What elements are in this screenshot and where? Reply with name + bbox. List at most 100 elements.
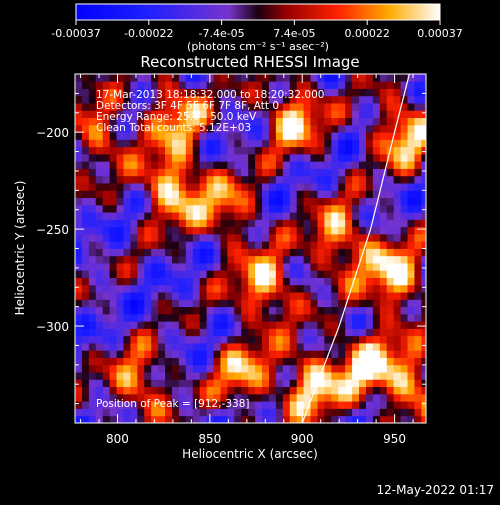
- heatmap-cell: [185, 401, 194, 409]
- heatmap-cell: [109, 117, 117, 126]
- heatmap-cell: [372, 88, 381, 97]
- heatmap-cell: [262, 233, 270, 242]
- heatmap-cell: [289, 190, 298, 198]
- heatmap-cell: [372, 270, 381, 278]
- heatmap-cell: [255, 168, 263, 177]
- heatmap-cell: [88, 124, 97, 133]
- heatmap-cell: [289, 328, 298, 337]
- heatmap-cell: [338, 357, 346, 366]
- heatmap-cell: [255, 139, 263, 148]
- heatmap-cell: [317, 233, 325, 242]
- heatmap-cell: [345, 408, 353, 417]
- heatmap-cell: [102, 401, 111, 409]
- heatmap-cell: [338, 110, 346, 119]
- heatmap-cell: [213, 124, 221, 133]
- heatmap-cell: [241, 321, 249, 329]
- heatmap-cell: [310, 343, 318, 351]
- heatmap-cell: [324, 415, 332, 423]
- heatmap-cell: [158, 183, 166, 191]
- heatmap-cell: [338, 168, 346, 177]
- heatmap-cell: [248, 161, 256, 169]
- heatmap-cell: [220, 212, 228, 220]
- heatmap-cell: [165, 284, 173, 293]
- heatmap-cell: [81, 415, 90, 423]
- heatmap-cell: [241, 146, 249, 155]
- heatmap-cell: [116, 88, 124, 97]
- heatmap-cell: [310, 233, 318, 242]
- heatmap-cell: [102, 350, 111, 358]
- heatmap-cell: [192, 328, 201, 337]
- heatmap-cell: [303, 386, 311, 395]
- heatmap-cell: [331, 190, 339, 198]
- heatmap-cell: [234, 153, 242, 162]
- heatmap-cell: [262, 124, 270, 133]
- heatmap-cell: [421, 190, 426, 198]
- heatmap-cell: [303, 139, 311, 148]
- heatmap-cell: [400, 292, 408, 300]
- heatmap-cell: [95, 313, 104, 322]
- heatmap-cell: [199, 328, 208, 337]
- heatmap-cell: [289, 408, 298, 417]
- heatmap-cell: [338, 263, 346, 271]
- heatmap-cell: [165, 372, 173, 380]
- heatmap-cell: [400, 321, 408, 329]
- heatmap-cell: [296, 328, 305, 337]
- heatmap-cell: [331, 81, 339, 89]
- heatmap-cell: [331, 124, 339, 133]
- heatmap-cell: [178, 335, 187, 344]
- heatmap-cell: [372, 175, 381, 184]
- heatmap-cell: [116, 306, 124, 315]
- heatmap-cell: [275, 88, 284, 97]
- heatmap-cell: [178, 313, 187, 322]
- heatmap-cell: [75, 190, 83, 198]
- heatmap-cell: [338, 364, 346, 373]
- heatmap-cell: [248, 401, 256, 409]
- heatmap-cell: [213, 248, 221, 257]
- heatmap-cell: [262, 335, 270, 344]
- heatmap-cell: [227, 408, 235, 417]
- heatmap-cell: [220, 233, 228, 242]
- heatmap-cell: [75, 88, 83, 97]
- heatmap-cell: [386, 386, 395, 395]
- heatmap-cell: [310, 139, 318, 148]
- heatmap-cell: [95, 393, 104, 402]
- heatmap-cell: [206, 401, 214, 409]
- heatmap-cell: [144, 95, 152, 104]
- heatmap-cell: [144, 146, 152, 155]
- heatmap-cell: [227, 183, 235, 191]
- heatmap-cell: [137, 335, 145, 344]
- heatmap-cell: [421, 277, 426, 286]
- heatmap-cell: [109, 255, 117, 264]
- heatmap-cell: [227, 153, 235, 162]
- heatmap-cell: [144, 175, 152, 184]
- heatmap-cell: [345, 161, 353, 169]
- heatmap-cell: [310, 393, 318, 402]
- heatmap-cell: [268, 401, 277, 409]
- heatmap-cell: [241, 241, 249, 249]
- heatmap-cell: [109, 175, 117, 184]
- heatmap-cell: [95, 146, 104, 155]
- heatmap-cell: [241, 284, 249, 293]
- heatmap-cell: [414, 357, 422, 366]
- heatmap-cell: [338, 204, 346, 213]
- heatmap-cell: [206, 95, 214, 104]
- heatmap-cell: [275, 226, 284, 235]
- heatmap-cell: [88, 146, 97, 155]
- x-tick-label: 850: [198, 432, 221, 446]
- heatmap-cell: [275, 81, 284, 89]
- heatmap-cell: [379, 335, 388, 344]
- y-axis-label: Heliocentric Y (arcsec): [13, 181, 27, 316]
- heatmap-cell: [95, 408, 104, 417]
- heatmap-cell: [331, 364, 339, 373]
- heatmap-cell: [192, 415, 201, 423]
- heatmap-cell: [116, 219, 124, 228]
- heatmap-cell: [317, 161, 325, 169]
- heatmap-cell: [171, 168, 180, 177]
- heatmap-cell: [158, 175, 166, 184]
- heatmap-cell: [352, 277, 360, 286]
- heatmap-cell: [372, 248, 381, 257]
- heatmap-cell: [234, 263, 242, 271]
- heatmap-cell: [137, 372, 145, 380]
- heatmap-cell: [185, 393, 194, 402]
- heatmap-cell: [338, 161, 346, 169]
